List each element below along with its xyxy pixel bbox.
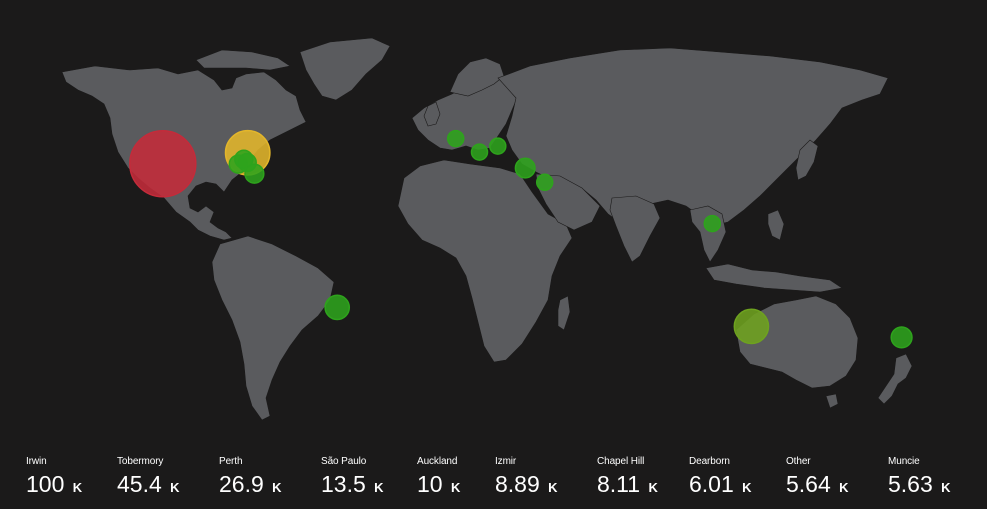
madagascar — [557, 295, 571, 331]
bubble-perth[interactable] — [733, 308, 770, 345]
united-kingdom — [423, 101, 441, 127]
legend-number: 6.01 — [689, 471, 734, 497]
bubble-izmir[interactable] — [514, 157, 536, 179]
legend-unit: K — [839, 480, 849, 495]
bubble-minor-3[interactable] — [535, 173, 554, 192]
legend-name: Izmir — [495, 456, 517, 467]
legend-value: 10 K — [417, 472, 460, 500]
legend-item-other[interactable]: Other 5.64 K — [786, 456, 849, 500]
bubble-muncie[interactable] — [228, 154, 249, 174]
bubble-s-o-paulo[interactable] — [324, 294, 351, 321]
legend-unit: K — [450, 480, 461, 495]
legend-name: Chapel Hill — [597, 456, 645, 467]
continents — [61, 37, 913, 421]
bubble-irwin[interactable] — [129, 130, 197, 198]
philippines — [767, 209, 785, 241]
legend-number: 13.5 — [321, 471, 366, 497]
legend-value: 100 K — [26, 472, 82, 500]
japan — [795, 139, 819, 181]
bubble-minor-4[interactable] — [703, 214, 722, 233]
new-zealand — [877, 353, 913, 405]
legend-name: Other — [786, 456, 811, 467]
legend-name: Irwin — [26, 456, 47, 467]
legend-item-s-o-paulo[interactable]: São Paulo 13.5 K — [321, 456, 384, 500]
legend-unit: K — [742, 480, 752, 495]
legend-item-tobermory[interactable]: Tobermory 45.4 K — [117, 456, 180, 500]
legend-value: 26.9 K — [219, 472, 282, 500]
legend-number: 8.11 — [597, 471, 641, 497]
legend-unit: K — [272, 480, 282, 495]
legend-name: Muncie — [888, 456, 920, 467]
legend-number: 5.63 — [888, 471, 933, 497]
legend-item-chapel-hill[interactable]: Chapel Hill 8.11 K — [597, 456, 658, 500]
legend-item-auckland[interactable]: Auckland 10 K — [417, 456, 460, 500]
legend-item-irwin[interactable]: Irwin 100 K — [26, 456, 82, 500]
legend-number: 8.89 — [495, 471, 540, 497]
legend-unit: K — [941, 480, 951, 495]
india — [609, 195, 661, 263]
legend-number: 5.64 — [786, 471, 831, 497]
legend-name: Perth — [219, 456, 243, 467]
legend-item-izmir[interactable]: Izmir 8.89 K — [495, 456, 558, 500]
legend-value: 6.01 K — [689, 472, 752, 500]
legend-number: 10 — [417, 471, 443, 497]
legend-name: São Paulo — [321, 456, 367, 467]
legend-name: Dearborn — [689, 456, 730, 467]
legend-unit: K — [548, 480, 558, 495]
legend-number: 26.9 — [219, 471, 264, 497]
scandinavia — [449, 57, 505, 97]
legend-unit: K — [648, 480, 658, 495]
legend-value: 8.11 K — [597, 472, 658, 500]
legend-unit: K — [170, 480, 180, 495]
indonesia — [705, 263, 843, 293]
legend-item-dearborn[interactable]: Dearborn 6.01 K — [689, 456, 752, 500]
legend-name: Tobermory — [117, 456, 164, 467]
bubble-auckland[interactable] — [890, 326, 913, 349]
bubble-minor-1[interactable] — [470, 143, 489, 161]
legend-value: 8.89 K — [495, 472, 558, 500]
legend-value: 5.64 K — [786, 472, 849, 500]
legend-value: 45.4 K — [117, 472, 180, 500]
africa — [397, 159, 573, 363]
legend-value: 13.5 K — [321, 472, 384, 500]
legend-number: 45.4 — [117, 471, 162, 497]
arctic-islands — [195, 49, 291, 71]
world-map-canvas — [61, 37, 913, 421]
bubble-minor-0[interactable] — [446, 129, 465, 148]
legend-item-perth[interactable]: Perth 26.9 K — [219, 456, 282, 500]
greenland — [299, 37, 391, 101]
world-map[interactable] — [0, 0, 987, 455]
southeast-asia — [689, 205, 727, 263]
legend-unit: K — [374, 480, 384, 495]
south-america — [211, 235, 335, 421]
arabian-peninsula — [535, 173, 601, 231]
legend-unit: K — [72, 480, 83, 495]
legend-number: 100 — [26, 471, 65, 497]
location-legend: Irwin 100 K Tobermory 45.4 K Perth 26.9 K São … — [0, 456, 987, 509]
tasmania — [825, 393, 839, 409]
legend-value: 5.63 K — [888, 472, 951, 500]
legend-name: Auckland — [417, 456, 458, 467]
legend-item-muncie[interactable]: Muncie 5.63 K — [888, 456, 951, 500]
location-bubbles[interactable] — [129, 129, 913, 349]
bubble-minor-2[interactable] — [489, 137, 507, 155]
